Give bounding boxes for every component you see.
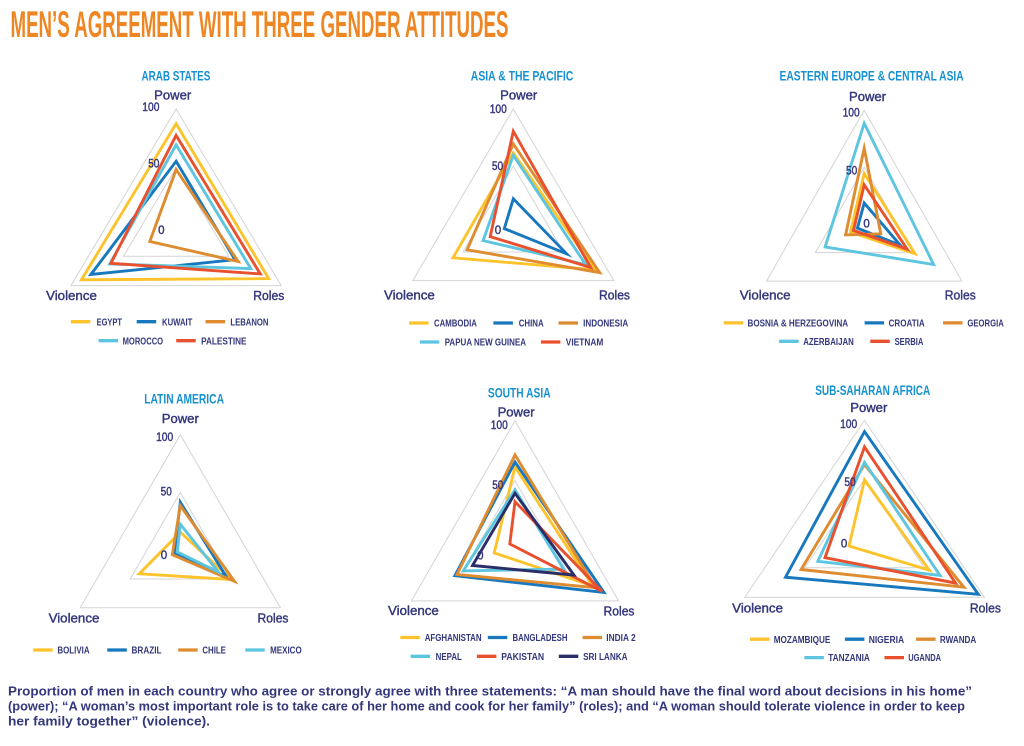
svg-text:0: 0 <box>477 550 483 562</box>
svg-text:UGANDA: UGANDA <box>908 653 941 664</box>
svg-text:Power: Power <box>500 89 537 103</box>
svg-text:Violence: Violence <box>46 289 97 303</box>
svg-text:Violence: Violence <box>49 612 100 626</box>
svg-text:PAKISTAN: PAKISTAN <box>501 652 544 663</box>
svg-text:50: 50 <box>492 161 503 173</box>
svg-text:EASTERN EUROPE & CENTRAL ASIA: EASTERN EUROPE & CENTRAL ASIA <box>780 68 964 84</box>
svg-text:0: 0 <box>495 225 501 237</box>
svg-text:Roles: Roles <box>599 289 630 303</box>
svg-text:50: 50 <box>161 486 172 498</box>
svg-text:100: 100 <box>840 419 857 431</box>
svg-text:100: 100 <box>490 104 507 116</box>
svg-text:PALESTINE: PALESTINE <box>201 336 247 347</box>
svg-text:Violence: Violence <box>740 288 791 302</box>
svg-text:MOROCCO: MOROCCO <box>123 336 164 347</box>
svg-text:KUWAIT: KUWAIT <box>162 317 192 328</box>
svg-text:GEORGIA: GEORGIA <box>967 319 1003 330</box>
svg-text:0: 0 <box>841 538 847 550</box>
svg-text:MEN’S AGREEMENT WITH THREE GEN: MEN’S AGREEMENT WITH THREE GENDER ATTITU… <box>11 4 509 45</box>
svg-text:TANZANIA: TANZANIA <box>828 653 870 664</box>
svg-text:Power: Power <box>498 405 535 419</box>
svg-text:Roles: Roles <box>258 612 289 626</box>
svg-text:BANGLADESH: BANGLADESH <box>513 633 568 644</box>
svg-text:ASIA & THE PACIFIC: ASIA & THE PACIFIC <box>471 68 574 84</box>
svg-text:Power: Power <box>162 412 199 426</box>
svg-text:INDIA 2: INDIA 2 <box>606 633 636 644</box>
svg-text:Violence: Violence <box>732 602 783 616</box>
svg-text:AFGHANISTAN: AFGHANISTAN <box>425 633 482 644</box>
svg-text:50: 50 <box>846 166 857 178</box>
svg-text:LATIN AMERICA: LATIN AMERICA <box>144 391 224 407</box>
svg-text:Violence: Violence <box>388 604 439 618</box>
svg-text:Power: Power <box>154 89 191 103</box>
svg-text:100: 100 <box>491 420 508 432</box>
svg-text:her family together” (violence: her family together” (violence). <box>8 715 210 729</box>
svg-text:AZERBAIJAN: AZERBAIJAN <box>803 337 854 348</box>
svg-text:MEXICO: MEXICO <box>270 646 302 657</box>
svg-text:100: 100 <box>843 107 860 119</box>
svg-text:0: 0 <box>161 550 167 562</box>
svg-text:Violence: Violence <box>384 289 435 303</box>
svg-text:BOSNIA & HERZEGOVINA: BOSNIA & HERZEGOVINA <box>748 319 849 330</box>
svg-text:Proportion of men in each coun: Proportion of men in each country who ag… <box>8 685 972 699</box>
svg-text:CHILE: CHILE <box>202 646 226 657</box>
svg-text:SRI LANKA: SRI LANKA <box>583 652 627 663</box>
svg-text:VIETNAM: VIETNAM <box>566 338 604 349</box>
svg-text:CROATIA: CROATIA <box>889 319 925 330</box>
svg-text:Roles: Roles <box>945 288 976 302</box>
svg-text:CHINA: CHINA <box>519 319 544 330</box>
svg-text:INDONESIA: INDONESIA <box>583 319 628 330</box>
svg-text:NEPAL: NEPAL <box>436 652 462 663</box>
svg-text:50: 50 <box>844 477 855 489</box>
svg-text:Roles: Roles <box>253 289 284 303</box>
svg-text:RWANDA: RWANDA <box>940 635 976 646</box>
svg-text:EGYPT: EGYPT <box>97 317 122 328</box>
svg-text:SERBIA: SERBIA <box>895 337 924 348</box>
svg-text:100: 100 <box>142 102 159 114</box>
svg-text:MOZAMBIQUE: MOZAMBIQUE <box>774 635 831 646</box>
svg-text:BOLIVIA: BOLIVIA <box>57 646 89 657</box>
svg-text:50: 50 <box>492 480 503 492</box>
svg-text:LEBANON: LEBANON <box>230 317 268 328</box>
svg-text:Roles: Roles <box>604 604 635 618</box>
svg-text:Power: Power <box>850 401 887 415</box>
svg-text:BRAZIL: BRAZIL <box>132 646 162 657</box>
svg-text:Power: Power <box>849 90 886 104</box>
svg-text:SUB-SAHARAN AFRICA: SUB-SAHARAN AFRICA <box>815 382 930 398</box>
svg-text:Roles: Roles <box>970 602 1001 616</box>
svg-text:100: 100 <box>156 432 173 444</box>
svg-text:ARAB STATES: ARAB STATES <box>142 68 211 84</box>
svg-text:PAPUA NEW GUINEA: PAPUA NEW GUINEA <box>445 338 526 349</box>
svg-text:0: 0 <box>158 225 164 237</box>
svg-text:NIGERIA: NIGERIA <box>869 635 904 646</box>
svg-text:50: 50 <box>148 159 159 171</box>
svg-text:CAMBODIA: CAMBODIA <box>434 319 477 330</box>
svg-text:0: 0 <box>863 219 869 231</box>
svg-text:SOUTH ASIA: SOUTH ASIA <box>488 385 551 401</box>
svg-text:(power); “A woman’s most impor: (power); “A woman’s most important role … <box>8 700 965 714</box>
